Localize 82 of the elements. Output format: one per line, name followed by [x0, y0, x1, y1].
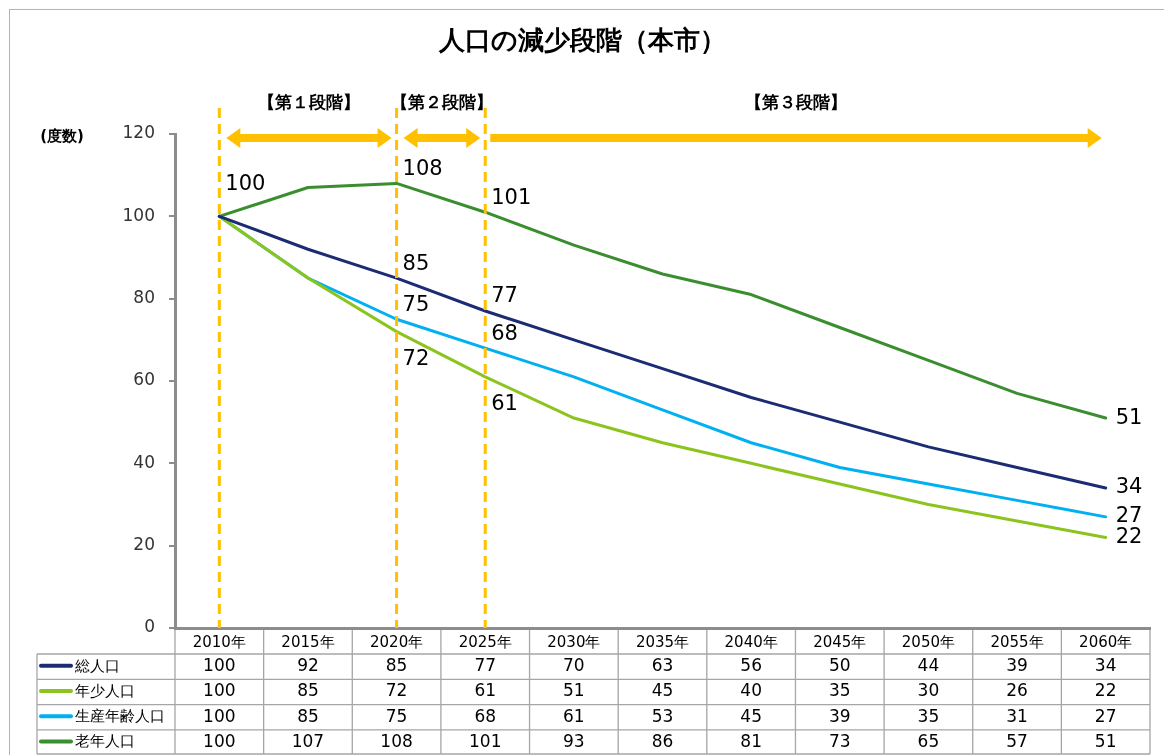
data-label: 27: [1094, 705, 1117, 726]
data-label: 56: [740, 655, 762, 676]
data-label: 30: [917, 680, 940, 701]
data-label: 50: [828, 655, 851, 676]
x-tick-label: 2015年: [281, 632, 335, 651]
y-tick-label: 60: [133, 369, 155, 390]
y-tick-label: 20: [133, 534, 155, 555]
x-tick-label: 2040年: [724, 632, 778, 651]
data-label: 70: [563, 655, 585, 676]
data-label: 73: [828, 730, 851, 751]
y-tick-label: 100: [122, 204, 155, 225]
data-label: 61: [474, 680, 497, 701]
y-tick-label: 80: [133, 287, 155, 308]
data-label: 44: [917, 655, 940, 676]
annotation: 68: [491, 320, 518, 345]
data-label: 72: [385, 680, 408, 701]
legend-label: 年少人口: [75, 681, 135, 700]
data-label: 31: [1006, 705, 1028, 726]
data-label: 85: [297, 680, 319, 701]
annotation: 61: [491, 391, 518, 416]
x-tick-label: 2050年: [901, 632, 955, 651]
x-tick-label: 2045年: [813, 632, 867, 651]
annotation: 51: [1115, 404, 1143, 429]
x-tick-label: 2025年: [458, 632, 512, 651]
data-label: 85: [297, 705, 319, 726]
data-label: 100: [203, 705, 236, 726]
y-tick-label: 40: [133, 451, 155, 472]
data-label: 51: [563, 680, 585, 701]
data-label: 92: [297, 655, 319, 676]
annotation: 72: [402, 346, 430, 371]
y-tick-label: 120: [122, 122, 155, 143]
annotation: 101: [491, 184, 532, 209]
data-label: 61: [563, 705, 585, 726]
data-label: 34: [1094, 655, 1117, 676]
data-label: 77: [474, 655, 497, 676]
data-label: 100: [203, 655, 236, 676]
text: 【第２段階】: [390, 92, 493, 113]
annotation: 75: [402, 291, 430, 316]
x-tick-label: 2020年: [370, 632, 424, 651]
data-label: 107: [291, 730, 325, 751]
data-label: 51: [1094, 730, 1117, 751]
data-label: 81: [740, 730, 762, 751]
data-label: 45: [651, 680, 674, 701]
data-label: 39: [828, 705, 851, 726]
x-tick-label: 2035年: [635, 632, 690, 651]
data-label: 65: [917, 730, 940, 751]
x-tick-label: 2010年: [192, 632, 246, 651]
legend-label: 生産年齢人口: [75, 707, 165, 726]
data-label: 85: [385, 655, 408, 676]
data-label: 108: [380, 730, 413, 751]
x-tick-label: 2055年: [990, 632, 1044, 651]
annotation: 108: [402, 155, 443, 180]
data-label: 86: [651, 730, 674, 751]
x-tick-label: 2030年: [547, 632, 601, 651]
text: 【第３段階】: [744, 92, 847, 113]
data-label: 57: [1006, 730, 1028, 751]
data-label: 39: [1006, 655, 1028, 676]
data-label: 68: [474, 705, 497, 726]
data-label: 22: [1094, 680, 1117, 701]
data-label: 63: [651, 655, 674, 676]
data-label: 26: [1006, 680, 1028, 701]
text: 【第１段階】: [257, 92, 360, 113]
data-label: 101: [469, 730, 502, 751]
data-label: 40: [740, 680, 762, 701]
data-label: 100: [203, 680, 236, 701]
legend-label: 老年人口: [75, 732, 135, 751]
annotation: 34: [1115, 474, 1143, 499]
annotation: 77: [491, 283, 518, 308]
data-label: 35: [828, 680, 851, 701]
annotation: 85: [402, 250, 430, 275]
y-tick-label: 0: [144, 616, 155, 637]
data-label: 53: [651, 705, 674, 726]
legend-label: 総人口: [74, 656, 120, 675]
data-label: 45: [740, 705, 762, 726]
x-tick-label: 2060年: [1079, 632, 1133, 651]
y-axis-title: (度数): [40, 126, 84, 145]
annotation: 100: [225, 170, 266, 195]
data-label: 100: [203, 730, 236, 751]
data-label: 35: [917, 705, 940, 726]
data-label: 93: [563, 730, 585, 751]
data-label: 75: [385, 705, 408, 726]
chart-title: 人口の減少段階（本市）: [437, 24, 726, 55]
